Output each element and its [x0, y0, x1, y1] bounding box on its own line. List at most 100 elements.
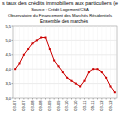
y-tick — [12, 83, 14, 84]
marker — [75, 83, 77, 85]
marker — [101, 71, 103, 73]
grid-line — [88, 26, 89, 98]
marker — [84, 80, 86, 82]
x-tick — [88, 98, 89, 100]
x-tick — [41, 98, 42, 100]
y-tick-label: 4,5 — [5, 52, 11, 57]
marker — [49, 48, 51, 50]
marker — [110, 85, 112, 87]
grid-line — [32, 26, 33, 98]
marker — [53, 60, 55, 62]
marker — [62, 71, 64, 73]
x-tick — [106, 98, 107, 100]
grid-line — [13, 40, 117, 41]
grid-line — [101, 26, 102, 98]
grid-line — [80, 26, 81, 98]
x-tick — [19, 98, 20, 100]
grid-line — [13, 69, 117, 70]
plot-frame — [13, 26, 117, 98]
plot-marks — [14, 37, 116, 94]
marker — [71, 80, 73, 82]
x-tick — [114, 98, 115, 100]
marker — [92, 68, 94, 70]
x-tick-label: 09-09 — [56, 100, 61, 111]
x-tick-label: 03-09 — [47, 100, 52, 111]
grid-line — [114, 26, 115, 98]
x-tick-label: 09-10 — [73, 100, 78, 111]
source: Source : Crédit Logement/CSA — [31, 7, 89, 12]
grid-line — [13, 83, 117, 84]
x-tick-label: 03-12 — [99, 100, 104, 111]
grid-line — [75, 26, 76, 98]
grid-line — [41, 26, 42, 98]
x-tick — [49, 98, 50, 100]
x-tick — [84, 98, 85, 100]
x-tick — [97, 98, 98, 100]
x-tick — [67, 98, 68, 100]
source: Observatoire du Financement des Marchés … — [8, 13, 112, 18]
grid-line — [15, 26, 16, 98]
marker — [66, 77, 68, 79]
x-tick-label: 03-11 — [82, 100, 87, 111]
y-tick-label: 3,0 — [5, 96, 11, 101]
marker — [88, 71, 90, 73]
x-tick — [110, 98, 111, 100]
grid-line — [58, 26, 59, 98]
marker — [40, 37, 42, 39]
y-tick — [12, 26, 14, 27]
marker — [105, 77, 107, 79]
marker — [97, 68, 99, 70]
y-tick — [12, 98, 14, 99]
grid-line — [93, 26, 94, 98]
marker — [23, 54, 25, 56]
grid-line — [97, 26, 98, 98]
x-tick — [15, 98, 16, 100]
marker — [58, 65, 60, 67]
x-tick — [101, 98, 102, 100]
x-tick — [58, 98, 59, 100]
chart-root: s taux des crédits immobiliers aux parti… — [0, 0, 120, 120]
x-tick-label: 09-11 — [90, 100, 95, 111]
x-tick — [93, 98, 94, 100]
grid-line — [28, 26, 29, 98]
marker — [27, 48, 29, 50]
grid-line — [110, 26, 111, 98]
grid-line — [84, 26, 85, 98]
marker — [14, 68, 16, 70]
marker — [36, 39, 38, 41]
grid-line — [71, 26, 72, 98]
grid-line — [23, 26, 24, 98]
x-tick — [28, 98, 29, 100]
x-tick — [80, 98, 81, 100]
x-tick — [71, 98, 72, 100]
marker — [19, 62, 21, 64]
marker — [114, 91, 116, 93]
x-tick-label: 09-08 — [38, 100, 43, 111]
title: s taux des crédits immobiliers aux parti… — [2, 0, 118, 6]
x-tick-label: 09-12 — [108, 100, 113, 111]
x-tick-label: 03-08 — [30, 100, 35, 111]
x-tick — [36, 98, 37, 100]
grid-line — [45, 26, 46, 98]
grid-line — [106, 26, 107, 98]
grid-line — [13, 26, 117, 27]
x-tick — [32, 98, 33, 100]
x-tick-label: 09-07 — [21, 100, 26, 111]
marker — [79, 85, 81, 87]
x-tick — [62, 98, 63, 100]
y-tick-label: 3,5 — [5, 81, 11, 86]
y-tick — [12, 54, 14, 55]
x-tick — [54, 98, 55, 100]
y-tick-label: 5,5 — [5, 24, 11, 29]
x-tick-label: 03-10 — [64, 100, 69, 111]
x-tick — [75, 98, 76, 100]
marker — [32, 42, 34, 44]
grid-line — [49, 26, 50, 98]
y-tick — [12, 69, 14, 70]
grid-line — [36, 26, 37, 98]
grid-line — [13, 54, 117, 55]
y-tick-label: 4,0 — [5, 67, 11, 72]
grid-line — [62, 26, 63, 98]
grid-line — [67, 26, 68, 98]
grid-line — [13, 98, 117, 99]
